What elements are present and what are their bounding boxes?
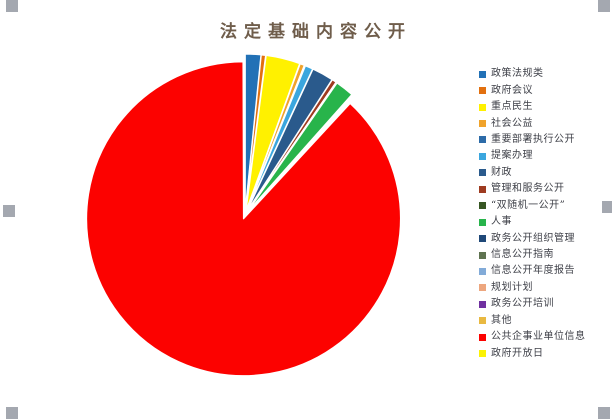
legend-item-label: 规划计划: [491, 281, 533, 293]
legend-item[interactable]: 其他: [479, 313, 611, 329]
legend-item-label: 信息公开指南: [491, 249, 554, 261]
selection-handle-middle-right[interactable]: [602, 201, 612, 213]
legend-item-label: “双随机一公开”: [491, 199, 566, 211]
legend-item[interactable]: 政府开放日: [479, 345, 611, 361]
legend-swatch-icon: [479, 87, 486, 95]
legend-item[interactable]: 政务公开培训: [479, 296, 611, 312]
legend-item[interactable]: 管理和服务公开: [479, 181, 611, 197]
legend-item[interactable]: 信息公开年度报告: [479, 263, 611, 279]
selection-handle-middle-left[interactable]: [3, 205, 15, 217]
legend-item-label: 提案办理: [491, 150, 533, 162]
selection-handle-bottom-left[interactable]: [6, 407, 18, 419]
legend-swatch-icon: [479, 103, 486, 111]
legend-item-label: 重点民生: [491, 101, 533, 113]
legend-swatch-icon: [479, 284, 486, 292]
legend-item-label: 公共企事业单位信息: [491, 331, 586, 343]
legend-item[interactable]: 重要部署执行公开: [479, 132, 611, 148]
legend-item[interactable]: 规划计划: [479, 280, 611, 296]
legend-swatch-icon: [479, 136, 486, 144]
chart-legend: 政策法规类政府会议重点民生社会公益重要部署执行公开 提案办理财政管理和服务公开 “双…: [479, 66, 611, 362]
legend-item-label: 社会公益: [491, 117, 533, 129]
legend-item[interactable]: “双随机一公开”: [479, 198, 611, 214]
selection-handle-top-left[interactable]: [6, 0, 18, 12]
legend-swatch-icon: [479, 317, 486, 325]
legend-swatch-icon: [479, 267, 486, 275]
legend-swatch-icon: [479, 218, 486, 226]
legend-swatch-icon: [479, 169, 486, 177]
legend-swatch-icon: [479, 70, 486, 78]
legend-item[interactable]: 财政: [479, 165, 611, 181]
legend-item[interactable]: 重点民生: [479, 99, 611, 115]
legend-swatch-icon: [479, 300, 486, 308]
selection-handle-top-right[interactable]: [598, 0, 610, 12]
pie-slice-15[interactable]: [247, 95, 355, 213]
legend-swatch-icon: [479, 333, 486, 341]
legend-item-label: 信息公开年度报告: [491, 265, 575, 277]
legend-item[interactable]: 社会公益: [479, 115, 611, 131]
legend-item-label: 重要部署执行公开: [491, 133, 575, 145]
legend-swatch-icon: [479, 152, 486, 160]
pie-slice-16[interactable]: [85, 61, 402, 377]
legend-item-label: 人事: [491, 216, 512, 228]
legend-item-label: 政府开放日: [491, 347, 544, 359]
legend-swatch-icon: [479, 202, 486, 210]
legend-item-label: 管理和服务公开: [491, 183, 565, 195]
legend-item[interactable]: 政策法规类: [479, 66, 611, 82]
legend-item[interactable]: 公共企事业单位信息: [479, 329, 611, 345]
legend-item[interactable]: 信息公开指南: [479, 247, 611, 263]
legend-swatch-icon: [479, 235, 486, 243]
legend-item-label: 财政: [491, 166, 512, 178]
legend-item[interactable]: 政府会议: [479, 82, 611, 98]
legend-item-label: 政策法规类: [491, 68, 544, 80]
legend-item[interactable]: 政务公开组织管理: [479, 230, 611, 246]
legend-item-label: 其他: [491, 314, 512, 326]
legend-item[interactable]: 提案办理: [479, 148, 611, 164]
legend-item-label: 政府会议: [491, 84, 533, 96]
legend-swatch-icon: [479, 251, 486, 259]
legend-swatch-icon: [479, 120, 486, 128]
legend-swatch-icon: [479, 350, 486, 358]
selection-handle-bottom-right[interactable]: [598, 407, 610, 419]
chart-title[interactable]: 法定基础内容公开: [220, 22, 412, 42]
legend-item-label: 政务公开组织管理: [491, 232, 575, 244]
legend-item[interactable]: 人事: [479, 214, 611, 230]
legend-swatch-icon: [479, 185, 486, 193]
legend-item-label: 政务公开培训: [491, 298, 554, 310]
